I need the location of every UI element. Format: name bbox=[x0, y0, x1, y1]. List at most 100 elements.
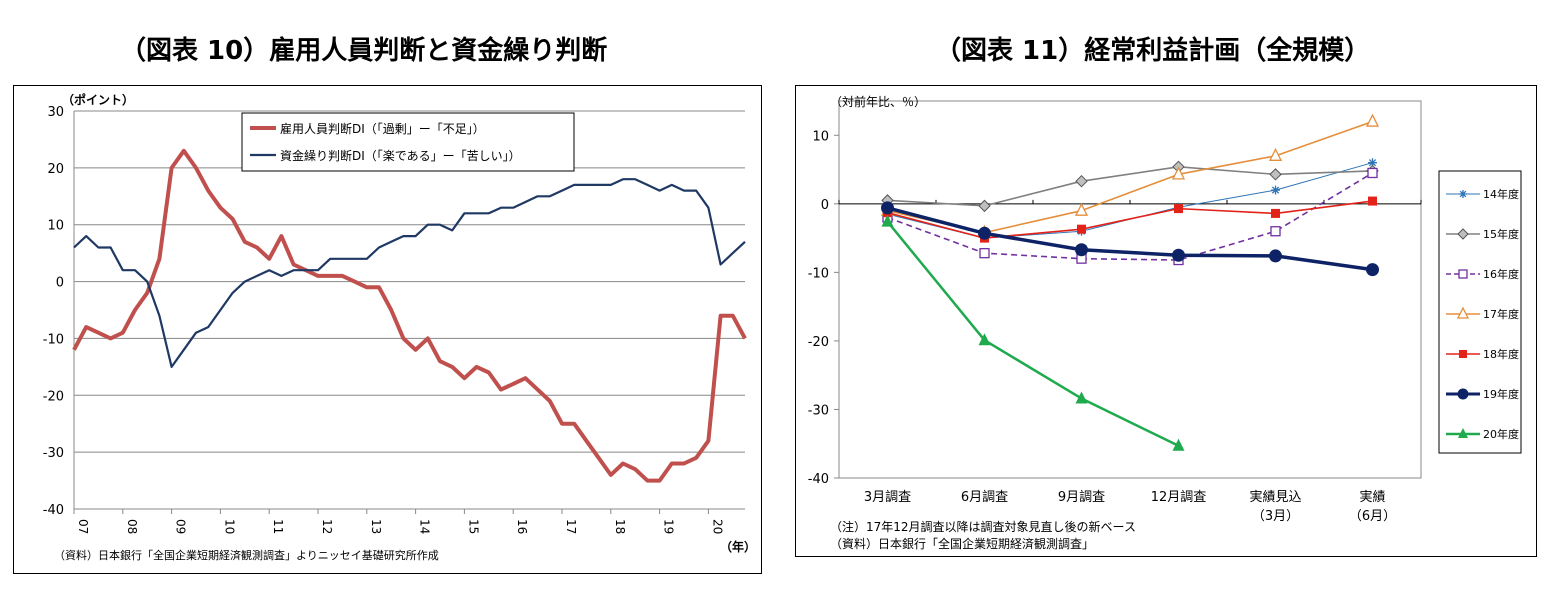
y-tick-label: 10 bbox=[812, 129, 829, 144]
x-tick-sublabel: （6月） bbox=[1349, 509, 1396, 524]
data-point-marker bbox=[1271, 185, 1280, 195]
x-axis-label: （年） bbox=[720, 539, 756, 554]
data-point-marker bbox=[1268, 147, 1283, 161]
data-point-marker bbox=[1171, 166, 1186, 180]
data-point-marker bbox=[1365, 113, 1380, 127]
y-tick-label: 30 bbox=[47, 105, 64, 120]
data-point-marker bbox=[978, 199, 991, 213]
y-tick-label: -10 bbox=[808, 266, 829, 281]
legend-label: 16年度 bbox=[1483, 267, 1519, 281]
legend-box bbox=[241, 112, 575, 172]
y-tick-label: -10 bbox=[43, 332, 64, 347]
source-note: （資料）日本銀行「全国企業短期経済観測調査」よりニッセイ基礎研究所作成 bbox=[54, 548, 439, 562]
chart1-panel: 30 20 10 0 -10 -20 -30 -40 （ポイント） 07 08 09 10 11 12 13 1… bbox=[13, 85, 762, 574]
data-point-marker bbox=[1457, 228, 1469, 240]
x-tick-label: 07 bbox=[76, 519, 90, 534]
y-tick-label: 20 bbox=[47, 162, 64, 177]
series-line-2 bbox=[73, 178, 746, 368]
series-line-20年度 bbox=[886, 220, 1180, 447]
y-tick-label: -20 bbox=[43, 389, 64, 404]
chart1-title: （図表 10）雇用人員判断と資金繰り判断 bbox=[120, 36, 608, 66]
series-line-16年度 bbox=[887, 172, 1373, 261]
data-point-marker bbox=[1075, 243, 1088, 257]
data-point-marker bbox=[881, 214, 894, 227]
series-line-17年度 bbox=[887, 120, 1373, 234]
data-point-marker bbox=[979, 248, 990, 259]
legend-label: 14年度 bbox=[1483, 187, 1519, 201]
plot-area bbox=[838, 100, 1422, 479]
y-tick-label: -20 bbox=[808, 335, 829, 350]
series-line-15年度 bbox=[887, 166, 1373, 207]
x-tick-label: 10 bbox=[222, 519, 236, 534]
series-line-1 bbox=[72, 148, 747, 483]
data-point-marker bbox=[1456, 306, 1470, 319]
legend-label: 17年度 bbox=[1483, 307, 1519, 321]
x-tick-label: 12月調査 bbox=[1151, 490, 1207, 505]
y-tick-label: 0 bbox=[821, 198, 829, 213]
data-point-marker bbox=[1271, 208, 1280, 218]
data-point-marker bbox=[1174, 204, 1183, 214]
footnote: （資料）日本銀行「全国企業短期経済観測調査」 bbox=[830, 536, 1094, 551]
series-line-18年度 bbox=[887, 200, 1373, 239]
x-tick-label: 12 bbox=[320, 519, 334, 534]
data-point-marker bbox=[1172, 438, 1185, 451]
data-point-marker bbox=[1459, 350, 1467, 358]
chart2-title: （図表 11）経常利益計画（全規模） bbox=[935, 36, 1371, 66]
data-point-marker bbox=[1074, 202, 1089, 216]
data-point-marker bbox=[1269, 249, 1282, 263]
x-tick-label: 20 bbox=[710, 519, 724, 534]
legend-label: 資金繰り判断DI（「楽である」ー「苦しい」） bbox=[280, 148, 521, 163]
x-tick-label: 15 bbox=[466, 519, 480, 534]
x-tick-label: 09 bbox=[174, 519, 188, 534]
x-tick-label: 実績 bbox=[1359, 489, 1385, 505]
x-tick-label: 14 bbox=[418, 519, 432, 534]
chart2-svg: 10 0 -10 -20 -30 -40 （対前年比、％） 3月調査 6月調査 9月調査 12月調査… bbox=[808, 94, 1522, 551]
legend-label: 18年度 bbox=[1483, 347, 1519, 361]
y-axis-label: （ポイント） bbox=[62, 92, 134, 107]
data-point-marker bbox=[1458, 428, 1468, 438]
x-tick-label: 3月調査 bbox=[864, 490, 911, 505]
data-point-marker bbox=[1459, 190, 1467, 198]
chart2-panel: 10 0 -10 -20 -30 -40 （対前年比、％） 3月調査 6月調査 9月調査 12月調査… bbox=[795, 85, 1537, 557]
data-point-marker bbox=[1075, 174, 1088, 188]
x-tick-label: 08 bbox=[125, 519, 139, 534]
data-point-marker bbox=[978, 226, 991, 240]
legend-label: 雇用人員判断DI（「過剰」ー「不足」） bbox=[280, 121, 485, 136]
legend-label: 20年度 bbox=[1483, 427, 1519, 441]
data-point-marker bbox=[1457, 388, 1469, 400]
x-tick-label: 16 bbox=[515, 519, 529, 534]
x-tick-label: 13 bbox=[369, 519, 383, 534]
x-tick-label: 9月調査 bbox=[1058, 490, 1105, 505]
data-point-marker bbox=[1075, 391, 1088, 404]
y-tick-label: -30 bbox=[808, 403, 829, 418]
y-tick-label: 0 bbox=[56, 276, 64, 291]
x-tick-label: 6月調査 bbox=[961, 490, 1008, 505]
x-tick-label: 実績見込 bbox=[1249, 489, 1301, 505]
data-point-marker bbox=[1270, 226, 1281, 237]
data-point-marker bbox=[1366, 263, 1379, 277]
x-tick-sublabel: （3月） bbox=[1252, 509, 1299, 524]
series-line-19年度 bbox=[887, 206, 1373, 272]
chart1-svg: 30 20 10 0 -10 -20 -30 -40 （ポイント） 07 08 09 10 11 12 13 1… bbox=[43, 92, 756, 562]
data-point-marker bbox=[1172, 248, 1185, 262]
data-point-marker bbox=[978, 333, 991, 346]
data-point-marker bbox=[1368, 158, 1377, 168]
data-point-marker bbox=[1458, 269, 1468, 279]
y-tick-label: -40 bbox=[808, 472, 829, 487]
data-point-marker bbox=[1367, 167, 1378, 179]
x-tick-label: 17 bbox=[564, 519, 578, 534]
y-axis-label: （対前年比、％） bbox=[830, 94, 926, 109]
legend-label: 19年度 bbox=[1483, 387, 1519, 401]
footnote: （注）17年12月調査以降は調査対象見直し後の新ベース bbox=[830, 519, 1136, 534]
data-point-marker bbox=[1077, 224, 1086, 234]
x-tick-label: 19 bbox=[662, 519, 676, 534]
legend-label: 15年度 bbox=[1483, 227, 1519, 241]
legend-box bbox=[1438, 170, 1522, 454]
x-tick-label: 11 bbox=[271, 519, 285, 534]
y-tick-label: -40 bbox=[43, 503, 64, 518]
data-point-marker bbox=[1269, 168, 1282, 181]
y-tick-label: 10 bbox=[47, 219, 64, 234]
data-point-marker bbox=[1368, 196, 1377, 206]
data-point-marker bbox=[881, 201, 894, 215]
y-tick-label: -30 bbox=[43, 446, 64, 461]
